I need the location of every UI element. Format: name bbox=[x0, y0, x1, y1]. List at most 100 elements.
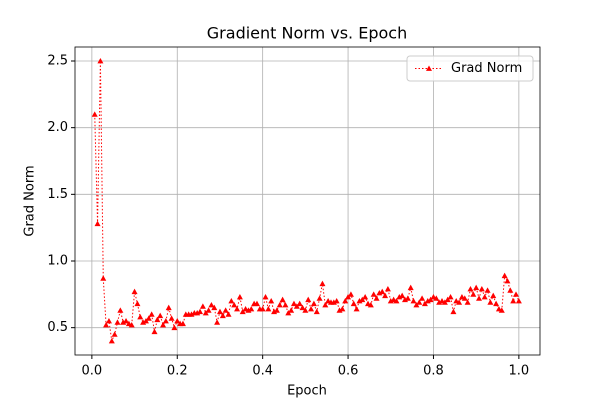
point-marker bbox=[248, 306, 255, 312]
point-marker bbox=[404, 295, 411, 301]
point-marker bbox=[97, 58, 104, 64]
x-tick-label: 0.4 bbox=[252, 364, 273, 379]
point-marker bbox=[410, 298, 417, 304]
x-tick-label: 0.0 bbox=[82, 364, 103, 379]
point-marker bbox=[333, 298, 340, 304]
y-tick-label: 1.0 bbox=[47, 254, 68, 269]
point-marker bbox=[154, 316, 161, 323]
point-marker bbox=[384, 286, 391, 292]
point-marker bbox=[362, 294, 369, 300]
point-marker bbox=[111, 331, 118, 337]
legend-marker bbox=[426, 65, 432, 71]
point-marker bbox=[498, 307, 505, 313]
point-marker bbox=[148, 311, 155, 317]
point-marker bbox=[145, 315, 152, 321]
point-marker bbox=[379, 288, 386, 295]
point-marker bbox=[399, 292, 406, 299]
point-marker bbox=[171, 324, 178, 331]
point-marker bbox=[219, 312, 226, 319]
point-marker bbox=[174, 318, 181, 324]
point-marker bbox=[481, 294, 488, 300]
x-tick-label: 0.6 bbox=[338, 364, 359, 379]
point-marker bbox=[117, 307, 124, 313]
point-marker bbox=[373, 295, 380, 301]
y-tick-label: 2.0 bbox=[47, 120, 68, 135]
point-marker bbox=[214, 319, 221, 325]
point-marker bbox=[484, 287, 491, 293]
point-marker bbox=[279, 296, 286, 303]
point-marker bbox=[137, 314, 144, 320]
point-marker bbox=[419, 295, 426, 301]
point-marker bbox=[165, 304, 172, 311]
point-marker bbox=[473, 284, 480, 291]
point-marker bbox=[216, 308, 223, 315]
point-marker bbox=[205, 307, 212, 313]
point-marker bbox=[476, 295, 483, 301]
point-marker bbox=[347, 291, 354, 297]
point-marker bbox=[490, 292, 497, 299]
point-marker bbox=[407, 284, 414, 291]
point-marker bbox=[197, 308, 204, 315]
point-marker bbox=[108, 338, 115, 344]
point-marker bbox=[416, 299, 423, 305]
point-marker bbox=[168, 315, 175, 321]
y-tick-label: 0.5 bbox=[47, 320, 68, 335]
point-marker bbox=[313, 308, 320, 315]
point-marker bbox=[450, 308, 457, 315]
point-marker bbox=[456, 299, 463, 305]
point-marker bbox=[134, 300, 141, 307]
x-tick-label: 0.8 bbox=[423, 364, 444, 379]
x-axis-label: Epoch bbox=[287, 384, 327, 399]
point-marker bbox=[478, 286, 485, 292]
point-marker bbox=[91, 111, 98, 117]
point-marker bbox=[222, 307, 229, 313]
point-marker bbox=[282, 302, 289, 308]
point-marker bbox=[179, 320, 186, 327]
point-marker bbox=[225, 311, 232, 317]
point-marker bbox=[273, 307, 280, 313]
y-tick-label: 2.5 bbox=[47, 54, 68, 69]
point-marker bbox=[339, 306, 346, 312]
point-marker bbox=[199, 303, 206, 309]
y-axis-label: Grad Norm bbox=[23, 165, 38, 236]
point-marker bbox=[493, 300, 500, 307]
point-marker bbox=[94, 220, 101, 227]
point-marker bbox=[319, 280, 326, 287]
point-marker bbox=[290, 300, 297, 307]
point-marker bbox=[322, 302, 329, 308]
point-marker bbox=[103, 322, 110, 328]
point-marker bbox=[228, 298, 235, 304]
point-marker bbox=[461, 295, 468, 301]
point-marker bbox=[236, 294, 243, 300]
point-marker bbox=[234, 306, 241, 312]
point-marker bbox=[268, 298, 275, 304]
point-marker bbox=[100, 275, 107, 281]
point-marker bbox=[265, 306, 272, 312]
point-marker bbox=[393, 298, 400, 304]
plot-frame bbox=[74, 46, 541, 356]
point-marker bbox=[211, 304, 218, 311]
legend-label: Grad Norm bbox=[451, 61, 522, 76]
point-marker bbox=[302, 307, 309, 313]
point-marker bbox=[305, 296, 312, 303]
point-marker bbox=[296, 300, 303, 307]
point-marker bbox=[367, 302, 374, 308]
point-marker bbox=[350, 300, 357, 307]
point-marker bbox=[464, 299, 471, 305]
point-marker bbox=[310, 300, 317, 307]
point-marker bbox=[299, 304, 306, 311]
point-marker bbox=[128, 322, 135, 328]
point-marker bbox=[231, 302, 238, 308]
legend-box bbox=[406, 55, 534, 82]
point-marker bbox=[470, 291, 477, 297]
point-marker bbox=[433, 295, 440, 301]
point-marker bbox=[114, 319, 121, 325]
y-tick-label: 1.5 bbox=[47, 187, 68, 202]
point-marker bbox=[123, 318, 130, 324]
point-marker bbox=[507, 287, 514, 293]
point-marker bbox=[162, 318, 169, 324]
point-marker bbox=[316, 295, 323, 301]
point-marker bbox=[262, 294, 269, 300]
point-marker bbox=[510, 298, 517, 304]
